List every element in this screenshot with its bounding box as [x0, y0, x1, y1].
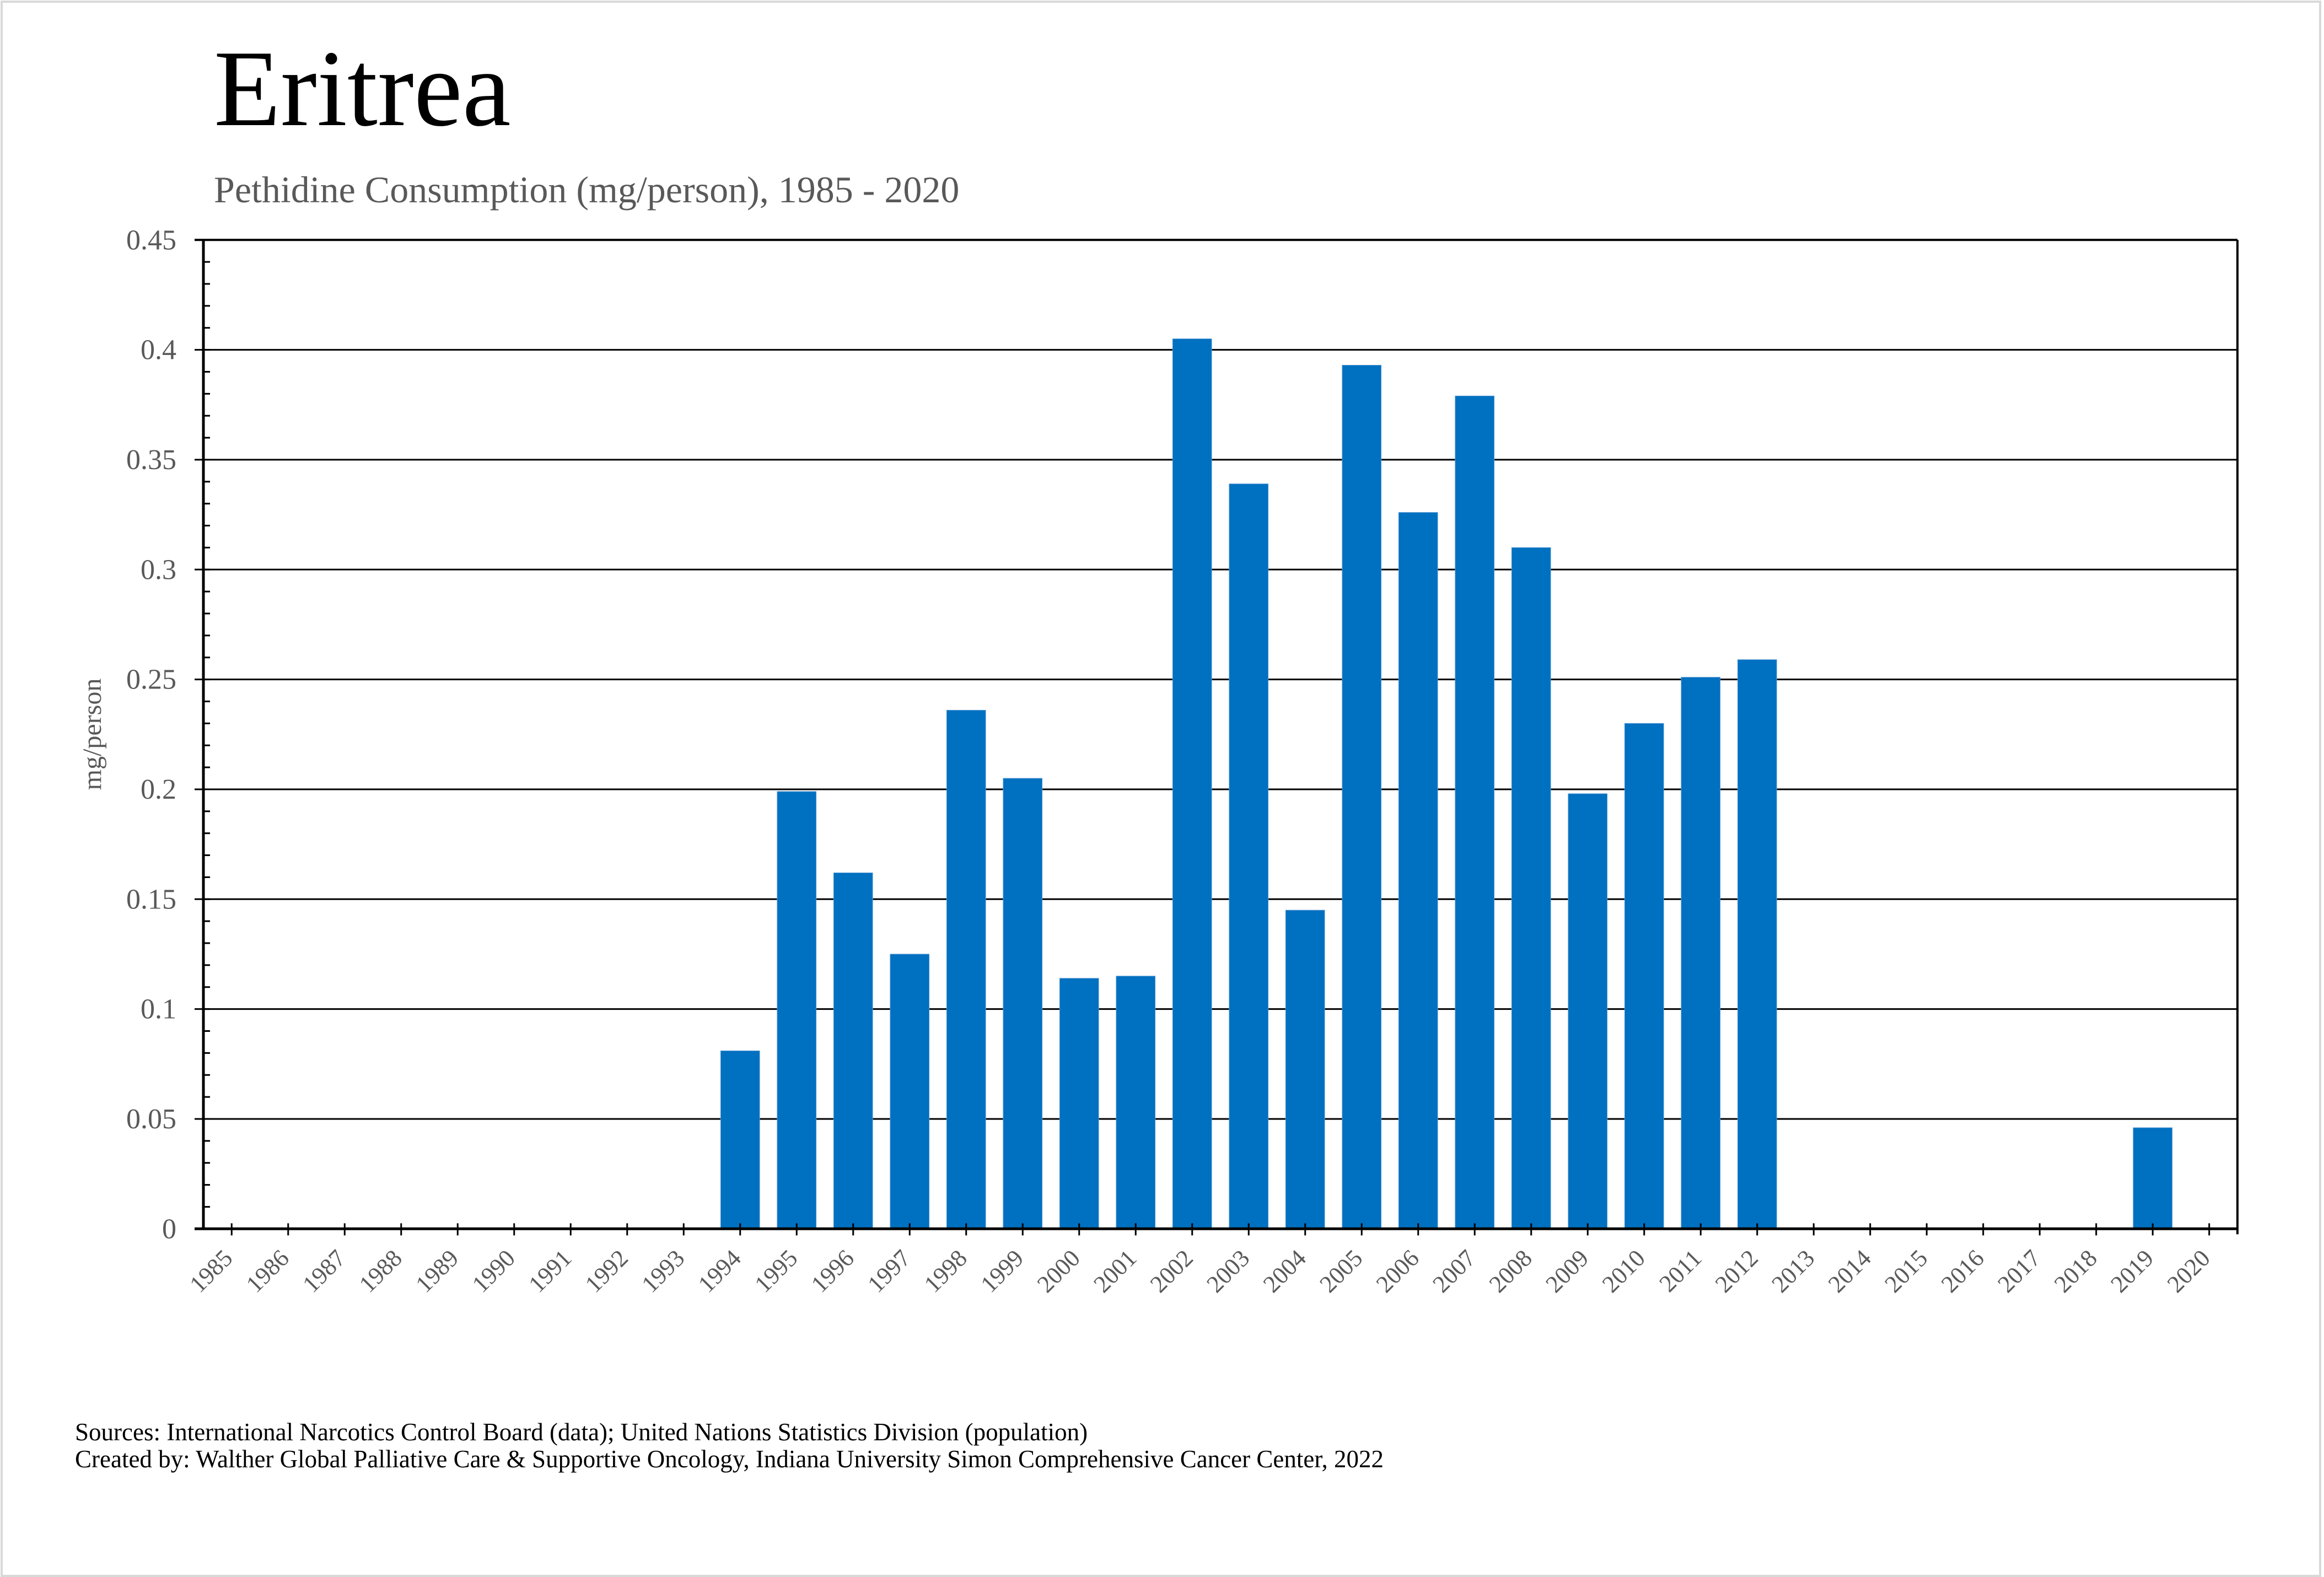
- x-tick-label: 2012: [1710, 1245, 1763, 1298]
- bars: [720, 338, 2173, 1229]
- x-tick-label: 1993: [636, 1245, 690, 1298]
- x-tick-label: 1990: [467, 1245, 520, 1298]
- bar-2005: [1342, 365, 1382, 1229]
- y-tick-label: 0.35: [126, 444, 176, 476]
- y-tick-label: 0.1: [141, 994, 176, 1025]
- y-tick-labels: 0 0.05 0.1 0.15 0.2 0.25 0.3 0.35 0.4 0.45: [126, 224, 176, 1245]
- x-tick-label: 1988: [354, 1245, 407, 1298]
- bar-1994: [720, 1050, 760, 1229]
- bar-2000: [1059, 978, 1099, 1229]
- y-tick-label: 0.45: [126, 224, 176, 256]
- x-tick-label: 1992: [580, 1245, 633, 1298]
- axes: [195, 239, 2239, 1236]
- x-tick-label: 2014: [1823, 1245, 1876, 1298]
- bar-1998: [946, 709, 986, 1229]
- x-tick-labels: 1985 1986 1987 1988 1989 1990 1991 1992 1993 1994…: [184, 1245, 2215, 1298]
- x-tick-label: 1987: [297, 1245, 351, 1298]
- x-tick-label: 1994: [693, 1245, 746, 1298]
- bar-2002: [1172, 338, 1212, 1229]
- x-tick-label: 2008: [1484, 1245, 1537, 1298]
- x-tick-label: 2004: [1258, 1245, 1311, 1298]
- x-tick-label: 2016: [1936, 1245, 1989, 1298]
- bar-2003: [1229, 483, 1269, 1229]
- x-tick-label: 2001: [1088, 1245, 1142, 1298]
- bar-1995: [777, 791, 817, 1229]
- x-tick-label: 2002: [1145, 1245, 1198, 1298]
- gridlines: [195, 239, 2237, 1120]
- bar-2012: [1737, 659, 1777, 1229]
- footer: Sources: International Narcotics Control…: [75, 1419, 1384, 1473]
- bar-2010: [1624, 723, 1664, 1229]
- y-tick-label: 0.15: [126, 884, 176, 915]
- y-tick-label: 0.4: [141, 335, 176, 366]
- y-tick-label: 0.05: [126, 1104, 176, 1135]
- x-tick-label: 1985: [184, 1245, 238, 1298]
- y-axis-label: mg/person: [78, 679, 107, 790]
- bar-1999: [1003, 778, 1043, 1229]
- x-tick-label: 2020: [2162, 1245, 2215, 1298]
- x-tick-label: 1991: [523, 1245, 577, 1298]
- x-tick-label: 2015: [1879, 1245, 1933, 1298]
- bar-2009: [1568, 793, 1608, 1229]
- x-tick-label: 2007: [1427, 1245, 1481, 1298]
- bar-2008: [1511, 547, 1551, 1229]
- x-tick-label: 2013: [1766, 1245, 1820, 1298]
- y-tick-label: 0.25: [126, 664, 176, 696]
- bar-1996: [833, 872, 873, 1229]
- x-tick-label: 2000: [1032, 1245, 1085, 1298]
- y-tick-label: 0.2: [141, 774, 176, 805]
- bar-2007: [1455, 395, 1495, 1229]
- x-tick-label: 1998: [919, 1245, 972, 1298]
- created-by-note: Created by: Walther Global Palliative Ca…: [75, 1445, 1384, 1473]
- sources-note: Sources: International Narcotics Control…: [75, 1418, 1088, 1446]
- x-tick-label: 2019: [2105, 1245, 2159, 1298]
- x-tick-label: 2003: [1201, 1245, 1255, 1298]
- bar-2019: [2133, 1127, 2173, 1229]
- y-tick-label: 0: [162, 1213, 176, 1245]
- chart-title: Eritrea: [214, 28, 511, 149]
- y-tick-label: 0.3: [141, 554, 176, 585]
- bar-1997: [890, 954, 930, 1229]
- bar-2004: [1285, 909, 1325, 1229]
- x-tick-label: 2011: [1654, 1245, 1707, 1298]
- x-tick-label: 1995: [749, 1245, 803, 1298]
- x-tick-label: 2009: [1540, 1245, 1594, 1298]
- x-tick-label: 2018: [2049, 1245, 2102, 1298]
- x-tick-label: 1996: [806, 1245, 859, 1298]
- x-tick-label: 2010: [1597, 1245, 1650, 1298]
- x-tick-label: 1986: [241, 1245, 294, 1298]
- x-tick-label: 2006: [1371, 1245, 1424, 1298]
- x-tick-label: 1997: [862, 1245, 916, 1298]
- x-tick-label: 1989: [410, 1245, 464, 1298]
- x-tick-label: 2005: [1314, 1245, 1368, 1298]
- bar-2006: [1398, 512, 1438, 1229]
- x-tick-label: 1999: [975, 1245, 1029, 1298]
- bar-2001: [1116, 976, 1156, 1229]
- bar-2011: [1681, 677, 1721, 1229]
- chart-subtitle: Pethidine Consumption (mg/person), 1985 …: [214, 169, 960, 211]
- x-tick-label: 2017: [1992, 1245, 2046, 1298]
